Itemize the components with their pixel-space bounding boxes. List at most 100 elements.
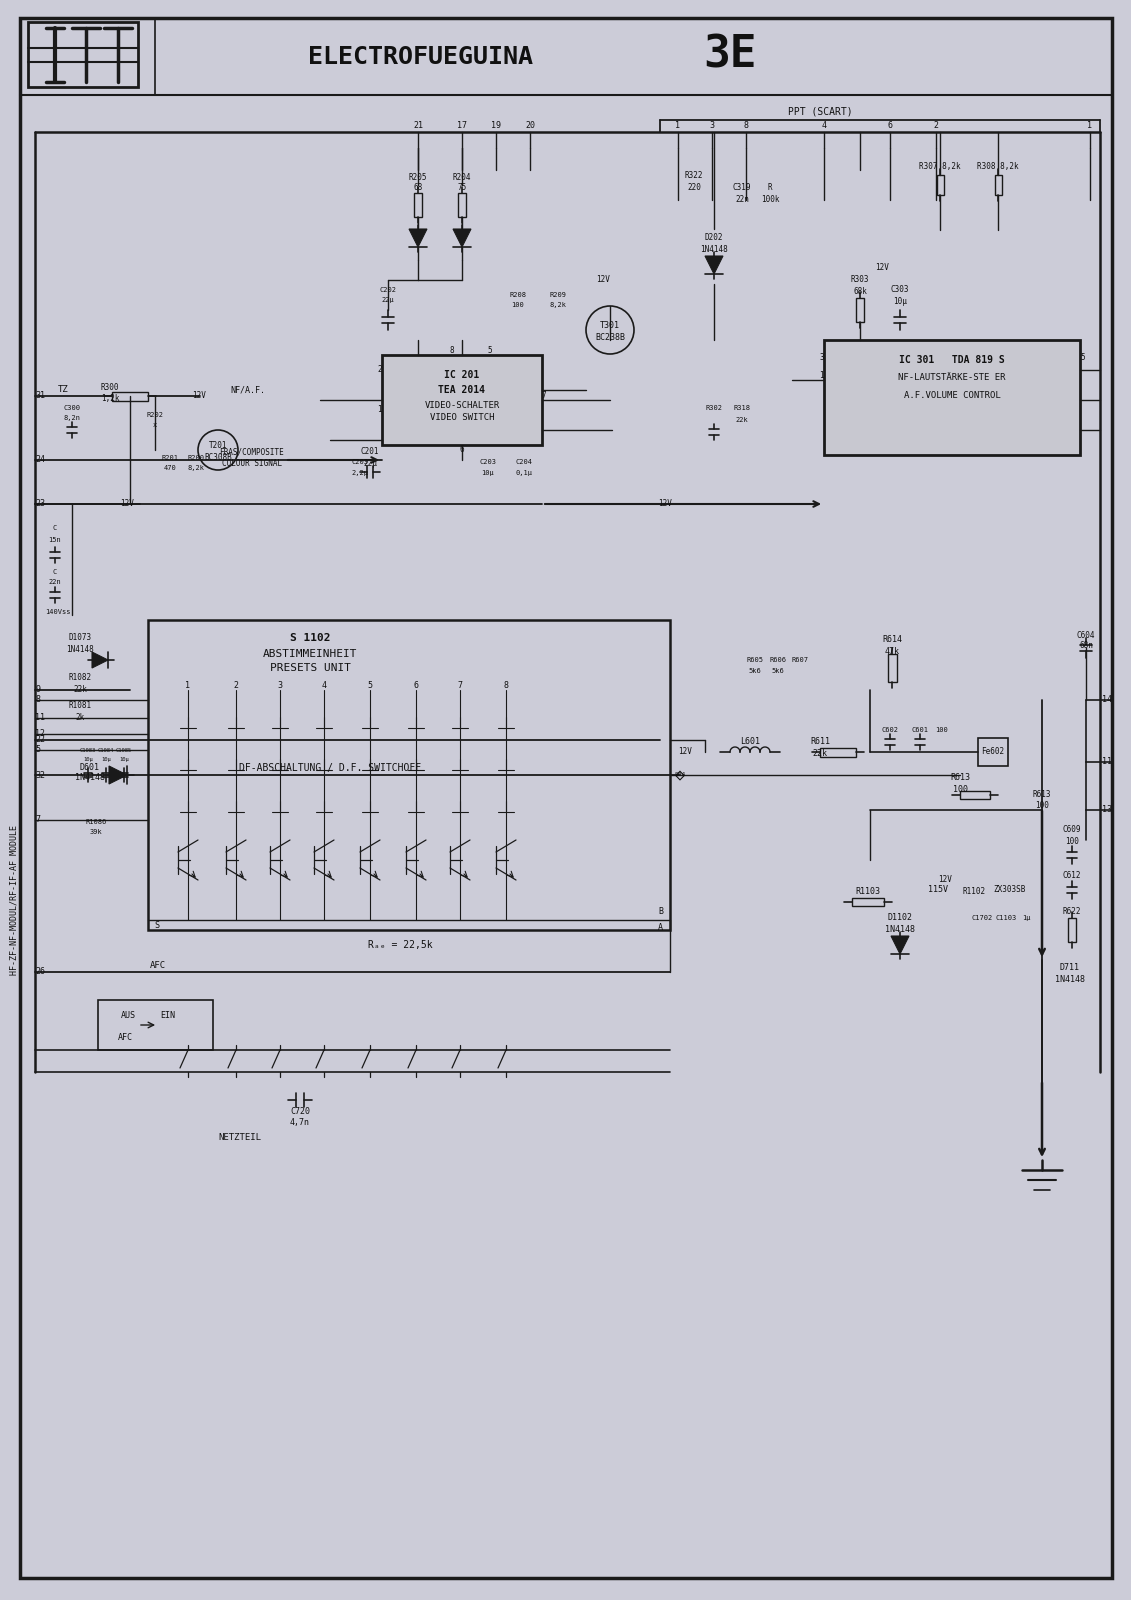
Text: R209: R209	[550, 291, 567, 298]
Text: B: B	[658, 907, 663, 917]
Bar	[148, 619, 670, 930]
Text: 10µ: 10µ	[119, 757, 129, 763]
Text: 22µ: 22µ	[381, 298, 395, 302]
Text: 21: 21	[413, 122, 423, 131]
Text: C202: C202	[380, 286, 397, 293]
Polygon shape	[316, 712, 333, 728]
Text: 6: 6	[414, 680, 418, 690]
Text: 8: 8	[35, 696, 40, 704]
Text: NF/A.F.: NF/A.F.	[230, 386, 265, 395]
Text: 23: 23	[35, 499, 45, 509]
Text: 8: 8	[450, 346, 455, 355]
Polygon shape	[316, 795, 333, 813]
Polygon shape	[408, 712, 424, 728]
Text: C1702: C1702	[972, 915, 993, 922]
Polygon shape	[228, 795, 244, 813]
Text: C1103: C1103	[995, 915, 1017, 922]
Text: 1N4148: 1N4148	[1055, 976, 1085, 984]
Text: 1N4148: 1N4148	[884, 925, 915, 934]
Bar	[382, 355, 542, 445]
Text: 10µ: 10µ	[83, 757, 93, 763]
Text: 10µ: 10µ	[101, 757, 111, 763]
Text: 68n: 68n	[1079, 642, 1093, 651]
Text: 19: 19	[491, 122, 501, 131]
Text: 6: 6	[888, 122, 892, 131]
Text: C303: C303	[891, 285, 909, 294]
Text: 8,2k: 8,2k	[550, 302, 567, 307]
Text: R611: R611	[810, 738, 830, 747]
Text: 13: 13	[1102, 805, 1112, 814]
Text: R614: R614	[882, 635, 903, 645]
Text: 2k: 2k	[76, 714, 85, 723]
Text: EIN: EIN	[161, 1011, 175, 1019]
Text: 26: 26	[35, 968, 45, 976]
Bar	[824, 341, 1080, 454]
Text: 1µ: 1µ	[1021, 915, 1030, 922]
Polygon shape	[228, 754, 244, 770]
Text: R1103: R1103	[855, 888, 881, 896]
Text: 47k: 47k	[884, 648, 899, 656]
Text: 1: 1	[378, 405, 382, 414]
Text: 5: 5	[35, 746, 40, 755]
Text: 100: 100	[935, 726, 949, 733]
Text: R1102: R1102	[962, 888, 985, 896]
Text: 1N4148: 1N4148	[700, 245, 728, 254]
Text: D711: D711	[1060, 963, 1080, 973]
Polygon shape	[454, 229, 470, 246]
Text: R303: R303	[851, 275, 870, 285]
Polygon shape	[498, 712, 513, 728]
Text: 2,2µ: 2,2µ	[352, 470, 369, 477]
Text: R: R	[768, 184, 772, 192]
Text: 22n: 22n	[49, 579, 61, 586]
Bar	[98, 1000, 213, 1050]
Text: 4: 4	[321, 680, 327, 690]
Text: 12V: 12V	[875, 264, 889, 272]
Text: R322: R322	[684, 171, 703, 181]
Text: 4,7n: 4,7n	[290, 1118, 310, 1128]
Text: T201: T201	[209, 442, 227, 451]
Text: R1081: R1081	[69, 701, 92, 710]
Text: 8: 8	[743, 122, 749, 131]
Text: Rₐₑ = 22,5k: Rₐₑ = 22,5k	[368, 939, 432, 950]
Text: R200: R200	[188, 454, 205, 461]
Text: 12V: 12V	[120, 499, 133, 509]
Text: 22µ: 22µ	[363, 459, 377, 467]
Text: 4: 4	[821, 122, 827, 131]
Text: 2: 2	[933, 122, 939, 131]
Text: 22n: 22n	[735, 195, 749, 205]
Text: DF-ABSCHALTUNG / D.F. SWITCHOFF: DF-ABSCHALTUNG / D.F. SWITCHOFF	[239, 763, 421, 773]
Text: A: A	[658, 923, 663, 933]
Text: R302: R302	[706, 405, 723, 411]
Text: 12V: 12V	[938, 875, 952, 885]
Text: 12V: 12V	[679, 747, 692, 757]
Text: IC 301   TDA 819 S: IC 301 TDA 819 S	[899, 355, 1004, 365]
Text: C300: C300	[63, 405, 80, 411]
Text: C201: C201	[361, 448, 379, 456]
Text: 32: 32	[35, 771, 45, 779]
Polygon shape	[498, 795, 513, 813]
Text: 100: 100	[952, 786, 967, 795]
Text: R1086: R1086	[85, 819, 106, 826]
Text: ELECTROFUEGUINA: ELECTROFUEGUINA	[308, 45, 533, 69]
Text: R1082: R1082	[69, 674, 92, 683]
Text: C609: C609	[1063, 826, 1081, 835]
Text: R205: R205	[408, 173, 428, 182]
Text: 68: 68	[413, 184, 423, 192]
Text: C602: C602	[881, 726, 898, 733]
Text: HF-ZF-NF-MODUL/RF-IF-AF MODULE: HF-ZF-NF-MODUL/RF-IF-AF MODULE	[9, 826, 18, 974]
Text: 1: 1	[675, 122, 681, 131]
Text: 10µ: 10µ	[482, 470, 494, 477]
Text: 7: 7	[542, 390, 546, 400]
Text: NF-LAUTSTÄRKE-STE ER: NF-LAUTSTÄRKE-STE ER	[898, 373, 1005, 382]
Bar	[936, 174, 943, 195]
Text: D202: D202	[705, 234, 723, 243]
Polygon shape	[180, 754, 196, 770]
Text: AFC: AFC	[150, 962, 166, 971]
Bar	[856, 298, 864, 322]
Text: 22k: 22k	[812, 749, 828, 758]
Bar	[28, 22, 138, 86]
Text: 39k: 39k	[89, 829, 103, 835]
Text: C: C	[53, 525, 58, 531]
Text: IC 201: IC 201	[444, 370, 480, 379]
Text: C1085: C1085	[115, 747, 132, 752]
